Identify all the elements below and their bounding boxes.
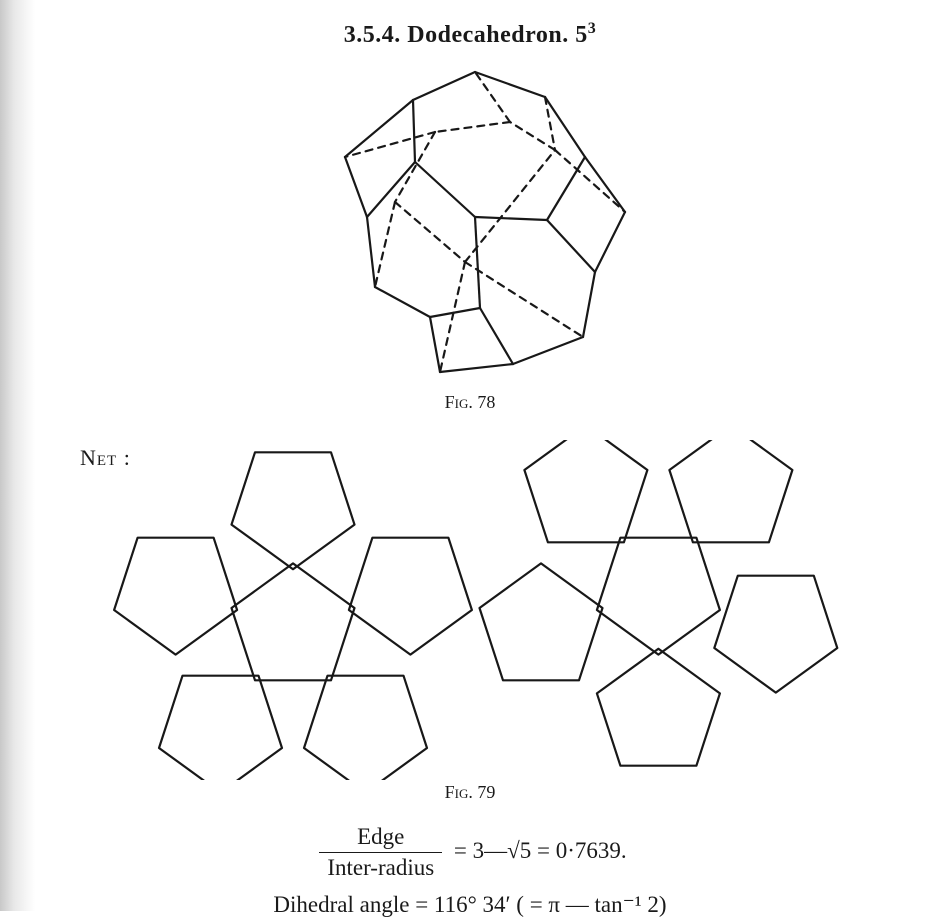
fig78-caption: Fig. 78 (0, 392, 940, 413)
dodecahedron-net-figure (105, 440, 865, 780)
schlafli-base: 5 (575, 22, 588, 48)
page: 3.5.4. Dodecahedron. 53 Fig. 78 Net : Fi… (0, 0, 940, 911)
fig79-number: 79 (477, 782, 495, 802)
section-title: 3.5.4. Dodecahedron. 53 (0, 20, 940, 49)
fig78-number: 78 (477, 392, 495, 412)
fig79-caption: Fig. 79 (0, 782, 940, 803)
edge-ratio-formula: Edge Inter-radius = 3—√5 = 0·7639. (0, 824, 940, 881)
section-number: 3.5.4. (344, 22, 401, 48)
fraction-denominator: Inter-radius (319, 853, 442, 881)
fraction-numerator: Edge (319, 824, 442, 853)
schlafli-exp: 3 (588, 20, 597, 37)
scan-gutter-shadow (0, 0, 35, 911)
fig79-prefix: Fig. (445, 782, 473, 802)
dihedral-angle-line: Dihedral angle = 116° 34′ ( = π — tan⁻¹ … (0, 892, 940, 918)
fig78-prefix: Fig. (445, 392, 473, 412)
section-name: Dodecahedron. (407, 22, 568, 48)
fraction: Edge Inter-radius (319, 824, 442, 881)
dodecahedron-3d-figure (315, 62, 635, 382)
formula-rhs: = 3—√5 = 0·7639. (448, 838, 626, 863)
